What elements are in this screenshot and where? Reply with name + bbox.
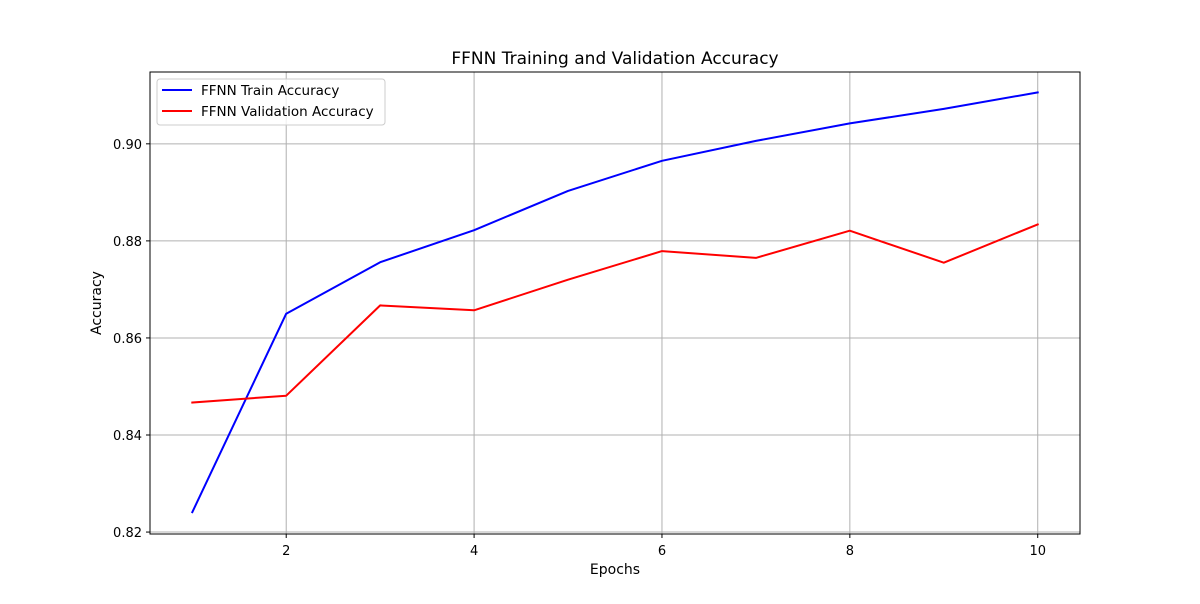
y-axis-label: Accuracy bbox=[89, 271, 105, 335]
x-tick-label: 4 bbox=[470, 544, 478, 559]
x-axis-label: Epochs bbox=[590, 562, 640, 578]
validation-accuracy-line bbox=[191, 223, 1040, 404]
axis-ticks: 2 4 6 8 10 0.82 0.84 0.86 0.88 0.90 bbox=[113, 138, 1046, 559]
chart-title: FFNN Training and Validation Accuracy bbox=[451, 49, 778, 69]
x-tick-label: 8 bbox=[846, 544, 854, 559]
legend-validation-label: FFNN Validation Accuracy bbox=[201, 104, 374, 120]
grid bbox=[150, 72, 1080, 534]
x-tick-label: 2 bbox=[282, 544, 290, 559]
series-lines bbox=[190, 91, 1040, 514]
plot-frame bbox=[149, 71, 1081, 535]
y-tick-label: 0.84 bbox=[113, 429, 142, 444]
train-accuracy-line bbox=[190, 91, 1039, 514]
x-tick-label: 10 bbox=[1029, 544, 1046, 559]
y-tick-label: 0.90 bbox=[113, 138, 142, 153]
x-tick-label: 6 bbox=[658, 544, 666, 559]
y-tick-label: 0.88 bbox=[113, 235, 142, 250]
legend-box bbox=[156, 78, 386, 126]
y-tick-label: 0.82 bbox=[113, 526, 142, 541]
legend-train-label: FFNN Train Accuracy bbox=[201, 83, 339, 99]
y-tick-label: 0.86 bbox=[113, 332, 142, 347]
legend: FFNN Train Accuracy FFNN Validation Accu… bbox=[156, 78, 386, 126]
